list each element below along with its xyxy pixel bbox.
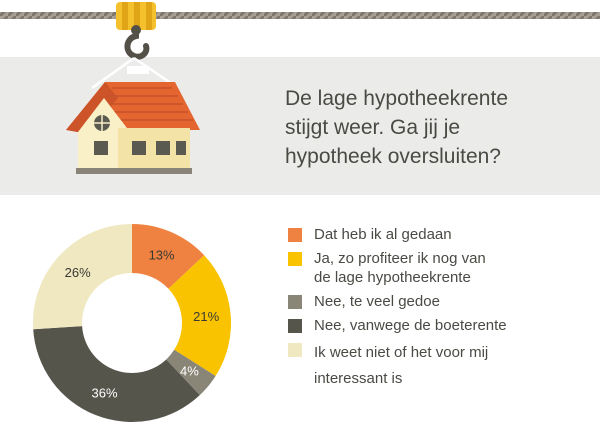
legend-label-line: Ja, zo profiteer ik nog van: [314, 250, 486, 267]
chart-legend: Dat heb ik al gedaan Ja, zo profiteer ik…: [288, 225, 593, 397]
question-line-1: De lage hypotheekrente: [285, 87, 508, 110]
rope: [0, 12, 600, 19]
donut-slice: [33, 224, 132, 330]
legend-label: Ik weet niet of het voor mij interessant…: [314, 340, 593, 392]
question-line-3: hypotheek oversluiten?: [285, 145, 501, 168]
question-title: De lage hypotheekrente stijgt weer. Ga j…: [285, 84, 585, 171]
legend-swatch: [288, 252, 302, 266]
legend-label: Nee, te veel gedoe: [314, 292, 593, 311]
donut-slice: [166, 349, 216, 396]
legend-swatch: [288, 319, 302, 333]
legend-label-line: Nee, te veel gedoe: [314, 293, 440, 310]
legend-swatch: [288, 228, 302, 242]
legend-label-line: Ik weet niet of het voor mij: [314, 344, 489, 361]
donut-slice: [33, 326, 200, 422]
donut-slice-label: 4%: [180, 363, 199, 378]
legend-label: Dat heb ik al gedaan: [314, 225, 593, 244]
legend-label: Ja, zo profiteer ik nog van de lage hypo…: [314, 249, 593, 287]
legend-item: Dat heb ik al gedaan: [288, 225, 593, 244]
donut-slice-label: 26%: [65, 265, 91, 280]
house-on-crane-hook-icon: [66, 2, 200, 174]
legend-label-line: de lage hypotheekrente: [314, 269, 471, 286]
legend-item: Nee, te veel gedoe: [288, 292, 593, 311]
legend-item: Ik weet niet of het voor mij interessant…: [288, 340, 593, 392]
question-line-2: stijgt weer. Ga jij je: [285, 116, 461, 139]
donut-slice-label: 21%: [193, 309, 219, 324]
legend-label-line: Dat heb ik al gedaan: [314, 226, 452, 243]
donut-chart: 13% 21% 4% 36% 26%: [33, 224, 231, 422]
legend-label-line: Nee, vanwege de boeterente: [314, 317, 507, 334]
donut-slice: [168, 255, 231, 377]
legend-item: Ja, zo profiteer ik nog van de lage hypo…: [288, 249, 593, 287]
legend-swatch: [288, 343, 302, 357]
donut-slice-label: 36%: [92, 385, 118, 400]
donut-slice-label: 13%: [149, 248, 175, 263]
legend-swatch: [288, 295, 302, 309]
legend-label: Nee, vanwege de boeterente: [314, 316, 593, 335]
legend-label-line: interessant is: [314, 370, 403, 387]
donut-slice: [132, 224, 205, 289]
legend-item: Nee, vanwege de boeterente: [288, 316, 593, 335]
